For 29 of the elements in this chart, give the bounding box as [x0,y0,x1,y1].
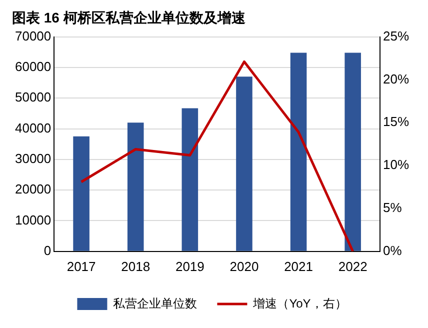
y-tick-label: 60000 [14,59,52,74]
y-tick-label: 10000 [14,212,52,228]
y2-tick-label: 25% [382,28,410,44]
x-tick-label: 2021 [284,258,313,274]
y-tick-label: 0 [44,242,52,258]
bar [236,76,252,251]
bar [290,52,307,251]
legend-label: 私营企业单位数 [113,296,198,310]
chart-title: 图表 16 柯桥区私营企业单位数及增速 [12,9,246,26]
y-tick-label: 70000 [14,28,52,44]
bar [73,136,90,251]
y-tick-label: 20000 [14,182,52,197]
x-tick-label: 2018 [121,258,150,274]
y2-tick-label: 0% [382,242,402,258]
legend-label: 增速（YoY，右） [252,296,347,310]
bar [182,108,198,251]
y2-tick-label: 10% [382,157,410,172]
bar [344,52,361,251]
bar [127,122,144,251]
x-tick-label: 2019 [175,258,204,274]
y2-tick-label: 15% [382,114,410,130]
y-tick-label: 30000 [14,151,52,166]
x-tick-label: 2020 [230,258,259,274]
x-tick-label: 2017 [66,258,96,274]
x-tick-label: 2022 [338,258,368,274]
y2-tick-label: 5% [382,200,402,216]
y2-tick-label: 20% [382,71,410,86]
y-tick-label: 40000 [14,120,52,136]
y-tick-label: 50000 [14,90,52,105]
